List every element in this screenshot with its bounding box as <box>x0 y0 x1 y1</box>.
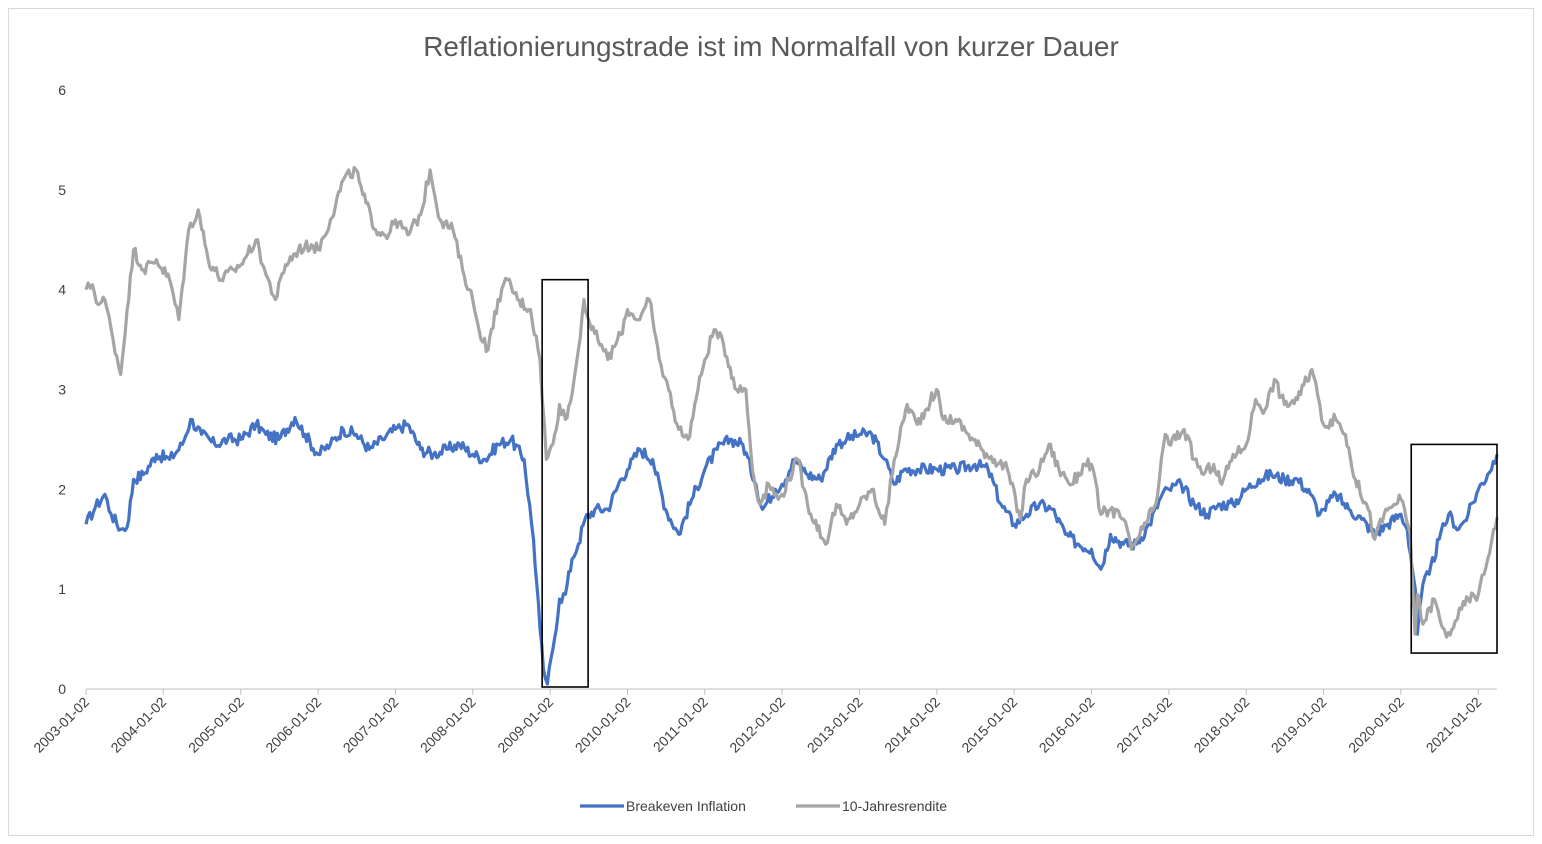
legend: Breakeven Inflation 10-Jahresrendite <box>580 798 947 814</box>
y-tick-label: 5 <box>58 182 66 198</box>
x-tick-label: 2021-01-02 <box>1423 694 1485 756</box>
x-tick-label: 2004-01-02 <box>107 694 169 756</box>
x-tick-label: 2013-01-02 <box>804 694 866 756</box>
x-tick-label: 2009-01-02 <box>494 694 556 756</box>
legend-label: Breakeven Inflation <box>626 798 746 814</box>
chart-title: Reflationierungstrade ist im Normalfall … <box>423 31 1119 62</box>
x-tick-label: 2014-01-02 <box>881 694 943 756</box>
x-tick-label: 2020-01-02 <box>1345 694 1407 756</box>
annotation-layer <box>541 278 1498 688</box>
highlight-box <box>1410 443 1498 654</box>
y-axis-tick-labels: 0 1 2 3 4 5 6 <box>58 82 66 697</box>
x-tick-label: 2015-01-02 <box>958 694 1020 756</box>
y-tick-label: 3 <box>58 382 66 398</box>
x-tick-label: 2012-01-02 <box>726 694 788 756</box>
x-tick-label: 2018-01-02 <box>1190 694 1252 756</box>
legend-label: 10-Jahresrendite <box>842 798 947 814</box>
x-tick-label: 2003-01-02 <box>30 694 92 756</box>
series-line-breakeven-inflation <box>84 415 1499 686</box>
x-tick-label: 2019-01-02 <box>1268 694 1330 756</box>
series-layer <box>84 165 1499 686</box>
x-tick-label: 2016-01-02 <box>1036 694 1098 756</box>
x-axis-ticks: 2003-01-02 2004-01-02 2005-01-02 2006-01-02… <box>30 689 1485 756</box>
x-tick-label: 2017-01-02 <box>1113 694 1175 756</box>
x-tick-label: 2006-01-02 <box>262 694 324 756</box>
x-tick-label: 2007-01-02 <box>340 694 402 756</box>
highlight-box <box>541 278 589 688</box>
x-tick-label: 2005-01-02 <box>185 694 247 756</box>
y-tick-label: 6 <box>58 82 66 98</box>
x-tick-label: 2010-01-02 <box>572 694 634 756</box>
y-tick-label: 2 <box>58 481 66 497</box>
y-tick-label: 4 <box>58 282 66 298</box>
y-tick-label: 0 <box>58 681 66 697</box>
x-tick-label: 2008-01-02 <box>417 694 479 756</box>
chart-frame <box>8 8 1534 836</box>
series-line-10-jahresrendite <box>84 165 1499 639</box>
y-tick-label: 1 <box>58 581 66 597</box>
x-tick-label: 2011-01-02 <box>650 694 711 755</box>
